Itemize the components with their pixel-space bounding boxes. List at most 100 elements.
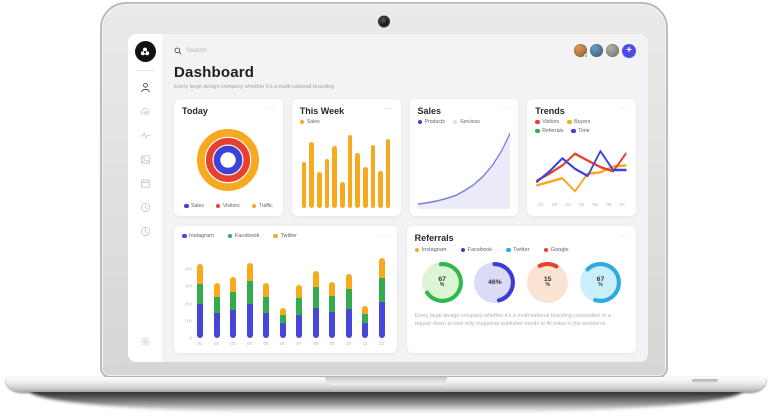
legend-dot [182, 233, 187, 239]
bar-segment-facebook [329, 295, 335, 313]
page-subtitle: Every large design company whether it's … [174, 84, 335, 90]
axis-label: 05 [592, 203, 598, 208]
bar [378, 170, 383, 208]
add-button[interactable]: + [622, 43, 636, 58]
bar-segment-facebook [279, 314, 286, 324]
legend-item: Sales [184, 203, 204, 209]
bar-segment-facebook [263, 296, 269, 314]
gauge-unit: % [598, 282, 603, 289]
trends-card-menu[interactable]: ··· [618, 104, 628, 113]
laptop-base-slot [692, 379, 718, 383]
axis-tick: 400 [184, 266, 192, 272]
pie-chart-icon[interactable] [140, 226, 151, 237]
calendar-icon[interactable] [140, 178, 151, 189]
cloud-upload-icon[interactable] [139, 106, 151, 117]
axis-label: 12 [378, 340, 384, 346]
sales-card-menu[interactable]: ··· [500, 104, 511, 113]
dashboard-app: Search + Dashboard Every large design co… [128, 34, 648, 362]
legend-label: Products [424, 119, 445, 125]
search-icon [174, 47, 182, 54]
user-icon[interactable] [140, 82, 151, 93]
clock-icon[interactable] [140, 202, 151, 213]
bar-segment-facebook [197, 283, 203, 304]
app-logo[interactable] [134, 41, 156, 62]
topbar-right: + [574, 43, 636, 58]
bar-segment-instagram [230, 309, 236, 338]
legend-dot [571, 128, 576, 134]
axis-label: 05 [263, 340, 269, 346]
cards-row-2: Instagram Facebook Twitter ··· 400 300 200 10… [174, 226, 636, 353]
social-card-menu[interactable]: ··· [379, 231, 389, 240]
legend-item: Services [452, 119, 480, 125]
legend-dot [299, 119, 305, 125]
referrals-card-menu[interactable]: ··· [618, 231, 628, 240]
bar-segment-instagram [329, 312, 335, 338]
legend-label: Sales [306, 119, 320, 125]
bar [355, 152, 360, 208]
legend-item: Time [571, 128, 590, 134]
legend-dot [227, 233, 233, 239]
referrals-card-title: Referrals [414, 233, 454, 243]
bar-segment-twitter [345, 274, 352, 290]
legend-label: Services [459, 119, 480, 125]
legend-dot [414, 247, 420, 253]
gauge-number: 46% [488, 278, 502, 286]
bar [385, 139, 391, 208]
legend-item: Products [417, 119, 445, 125]
bar-segment-twitter [312, 270, 319, 288]
legend-dot [506, 247, 511, 253]
stacked-bar: 02 [213, 283, 220, 346]
bar-segment-facebook [213, 296, 220, 314]
axis-label: 03 [565, 203, 571, 208]
legend-label: Facebook [467, 247, 493, 253]
legend-item: Visitors [215, 203, 240, 209]
legend-dot [215, 203, 221, 209]
axis-label: 08 [312, 340, 318, 346]
legend-dot [535, 128, 540, 134]
axis-tick: 300 [184, 283, 192, 289]
stacked-bar: 12 [378, 258, 385, 346]
referrals-card: Referrals ··· Instagram Facebook Twitter Go… [406, 226, 636, 353]
stacked-bar-segments [263, 283, 269, 338]
axis-label: 11 [362, 340, 368, 346]
axis-label: 02 [551, 203, 558, 208]
stacked-bar-segments [279, 307, 286, 338]
legend-dot [184, 203, 189, 209]
referral-gauge: 15% [525, 260, 570, 305]
avatar[interactable] [574, 44, 588, 58]
settings-gear-icon[interactable] [140, 336, 151, 347]
axis-label: 06 [279, 340, 285, 346]
legend-dot [452, 119, 458, 125]
search-input[interactable]: Search [174, 47, 207, 55]
legend-item: Facebook [227, 233, 259, 239]
axis-tick: 100 [184, 318, 192, 324]
bar [309, 141, 314, 208]
today-card-menu[interactable]: ··· [265, 104, 275, 113]
legend-item: Facebook [460, 247, 493, 253]
bar [324, 159, 330, 208]
bar [301, 162, 307, 208]
legend-dot [251, 203, 257, 209]
avatar[interactable] [606, 44, 619, 57]
legend-label: Twitter [513, 247, 530, 253]
activity-icon[interactable] [139, 130, 151, 141]
avatar[interactable] [590, 44, 603, 57]
laptop-shadow [30, 391, 742, 413]
laptop-base-notch [325, 377, 447, 385]
gauge-number: 15 [543, 276, 552, 284]
bar-segment-twitter [230, 276, 236, 293]
this-week-card-menu[interactable]: ··· [383, 104, 393, 113]
bar-segment-instagram [263, 313, 269, 338]
axis-label: 10 [345, 340, 351, 346]
online-status-dot [583, 53, 588, 58]
referral-gauge: 46% [472, 260, 517, 305]
image-icon[interactable] [140, 154, 151, 165]
legend-label: Visitors [222, 203, 240, 209]
cards-row-1: Today ··· Sales Visitors Traffic This Week… [174, 99, 636, 216]
legend-dot [460, 247, 466, 253]
referrals-description: Every large design company whether it's … [414, 313, 612, 328]
bar-segment-twitter [296, 284, 302, 298]
axis-label: 01 [197, 340, 203, 346]
search-placeholder: Search [186, 47, 207, 54]
bar [370, 144, 376, 208]
